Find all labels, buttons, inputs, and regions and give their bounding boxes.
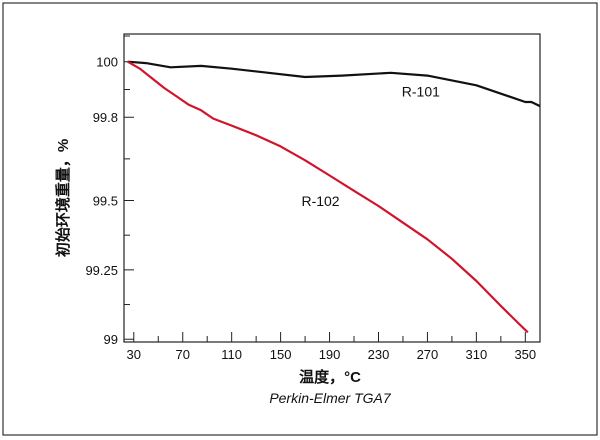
outer-border: [2, 2, 598, 436]
series-line-r-101: [127, 60, 541, 108]
series-label-r-102: R-102: [301, 193, 339, 209]
series-layer: [127, 60, 541, 334]
y-tick-label: 100: [96, 55, 118, 70]
x-tick-label: 270: [417, 347, 439, 362]
x-tick-label: 190: [319, 347, 341, 362]
x-tick-label: 230: [368, 347, 390, 362]
x-tick-label: 70: [175, 347, 189, 362]
plot-frame: [123, 33, 541, 343]
x-axis-title: 温度，°C: [299, 368, 361, 386]
x-tick-label: 350: [514, 347, 536, 362]
x-tick-label: 150: [270, 347, 292, 362]
x-tick-label: 110: [221, 347, 242, 362]
chart-caption: Perkin-Elmer TGA7: [269, 390, 392, 406]
x-tick-label: 310: [466, 347, 488, 362]
series-label-r-101: R-101: [402, 83, 440, 99]
y-tick-label: 99: [104, 332, 118, 347]
y-tick-label: 99.5: [93, 193, 118, 208]
series-line-r-102: [127, 60, 529, 334]
x-tick-label: 30: [127, 347, 141, 362]
y-tick-label: 99.25: [85, 263, 118, 278]
label-layer: R-101 R-102: [301, 83, 440, 209]
plot-layer: 99 99.25 99.5 99.8 100 30 70 110 150 190 230 270 310…: [85, 33, 541, 362]
y-tick-label: 99.8: [93, 110, 118, 125]
y-axis-title: 初始环境重量，%: [54, 139, 72, 257]
